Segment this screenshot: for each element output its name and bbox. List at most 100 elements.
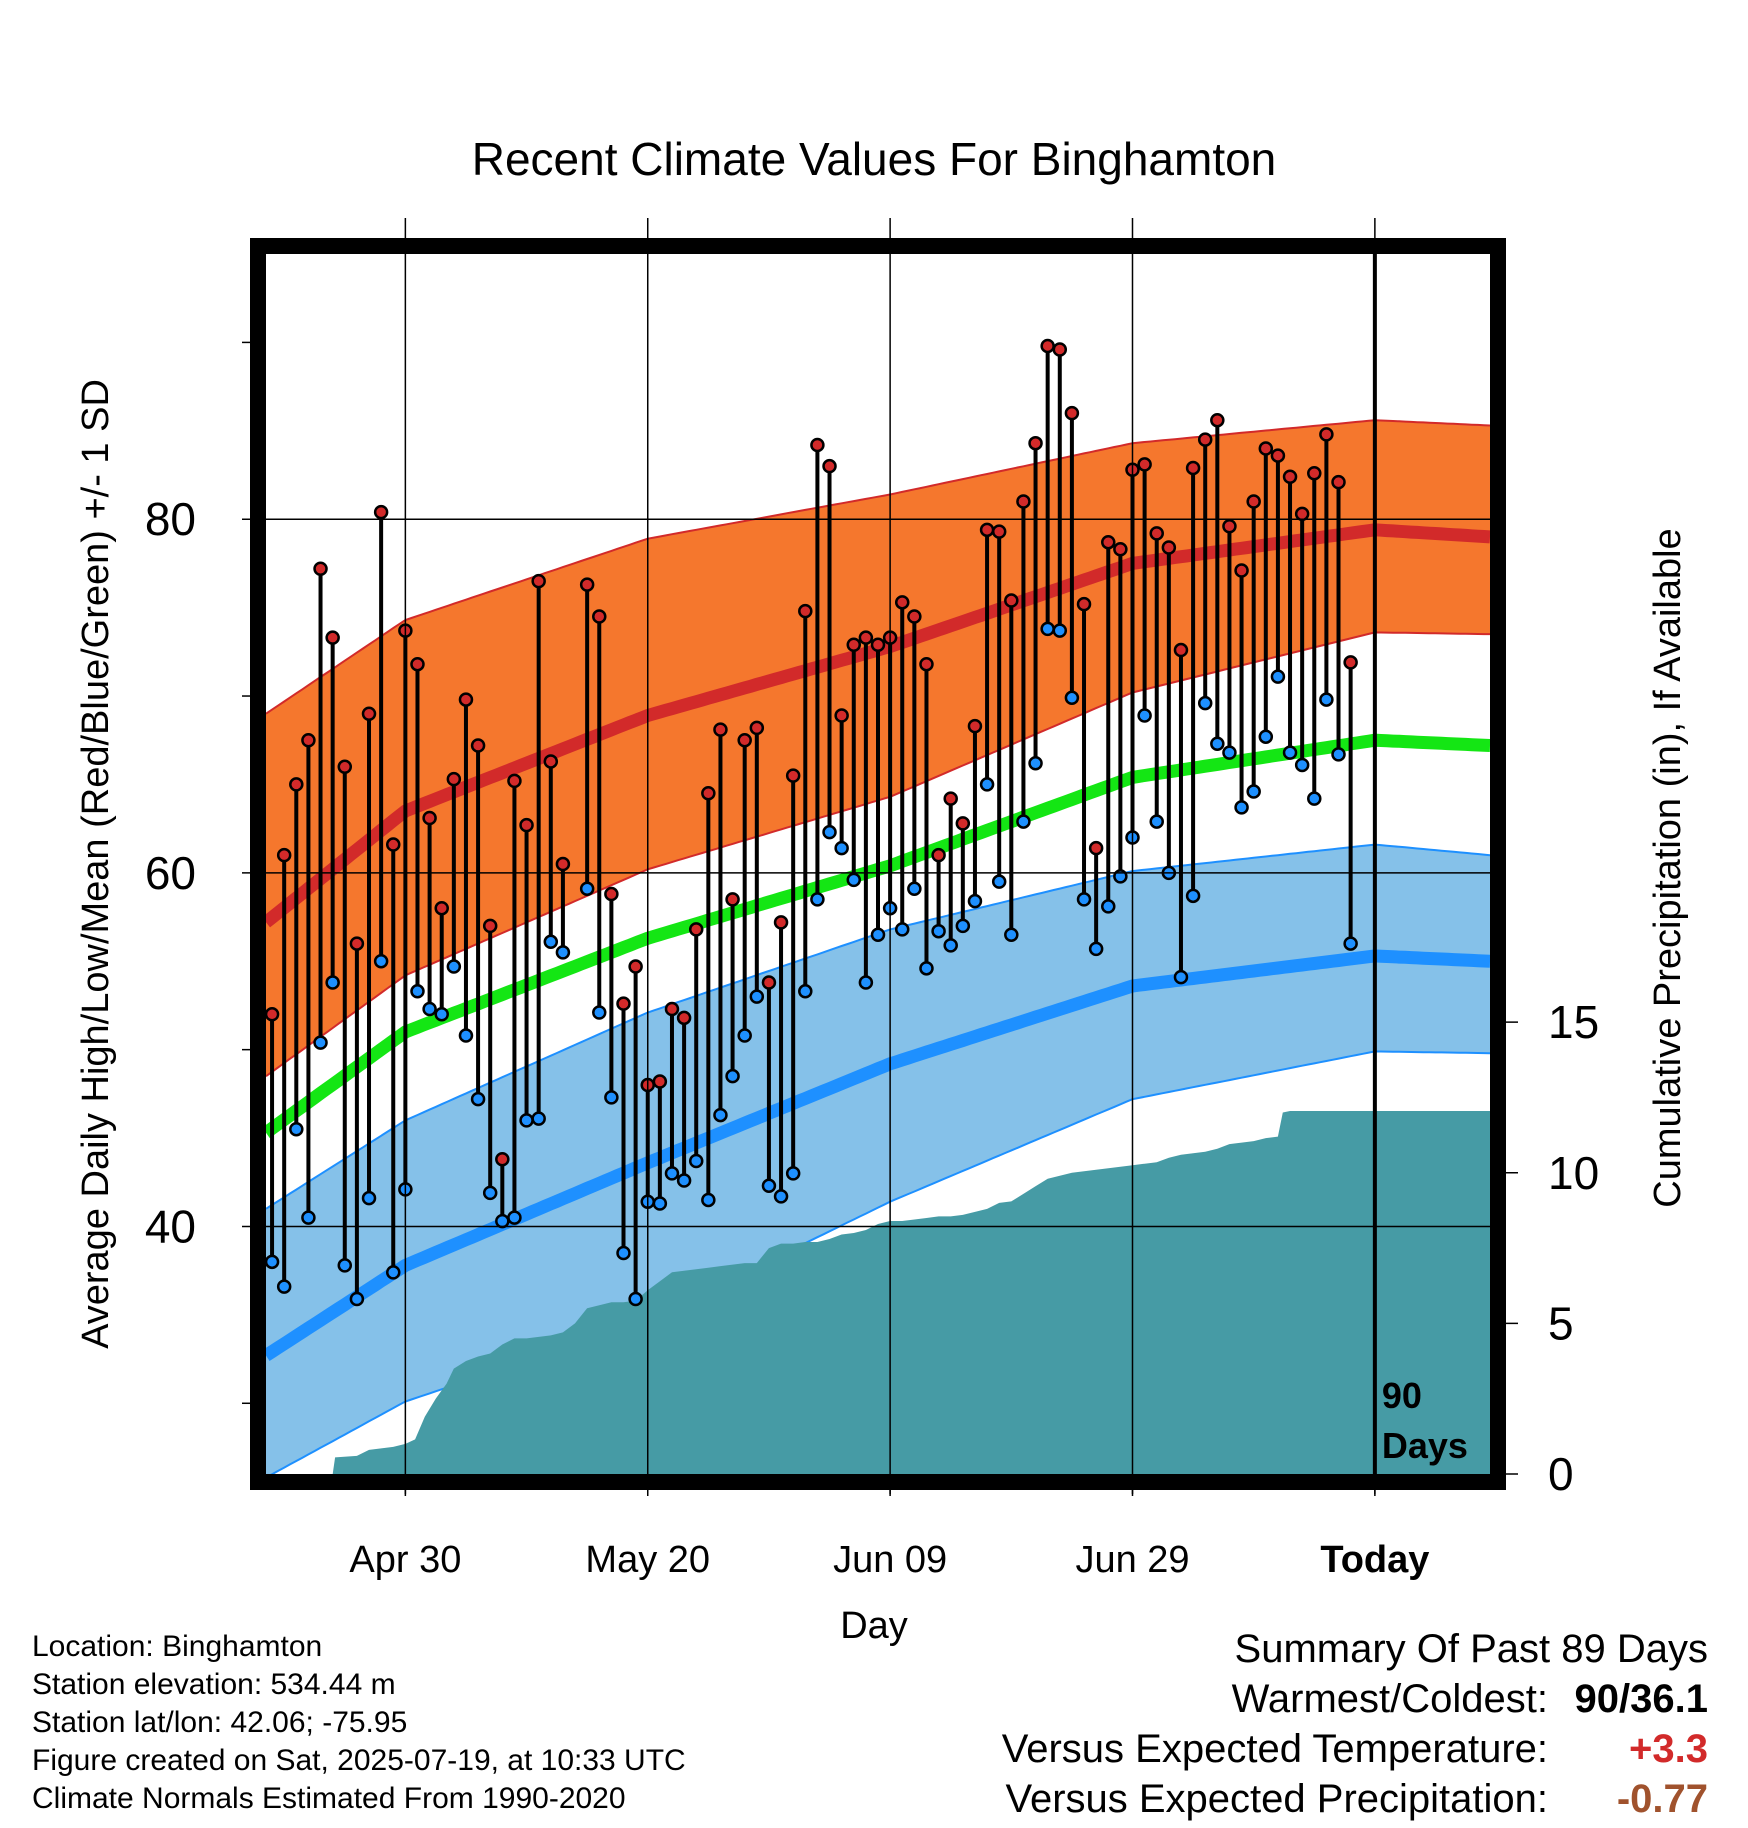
observed-high-point (1185, 460, 1201, 476)
observed-low-point (1137, 708, 1152, 723)
observed-high-point (652, 1074, 668, 1089)
observed-low-point (1028, 755, 1043, 771)
observed-high-point (834, 708, 849, 723)
observed-low-point (361, 1190, 377, 1206)
observed-low-point (1004, 927, 1019, 942)
observed-low-point (943, 938, 958, 953)
observed-low-point (543, 934, 559, 950)
station-info: Location: Binghamton Station elevation: … (32, 1628, 686, 1818)
warmest-label: Warmest/Coldest: (1231, 1677, 1548, 1721)
observed-low-point (592, 1005, 607, 1020)
observed-low-point (1222, 745, 1237, 760)
temp-value: +3.3 (1629, 1727, 1708, 1771)
x-tick-label: Apr 30 (349, 1539, 461, 1581)
observed-high-point (688, 922, 704, 937)
observed-low-point (1331, 747, 1346, 762)
observed-high-point (519, 817, 534, 833)
observed-high-point (907, 609, 922, 624)
observed-low-point (507, 1210, 522, 1225)
observed-low-point (616, 1245, 631, 1261)
observed-high-point (337, 759, 353, 775)
observed-low-point (991, 874, 1007, 889)
latlon-text: Station lat/lon: 42.06; -75.95 (32, 1706, 408, 1739)
observed-low-point (858, 975, 874, 990)
observed-low-point (434, 1007, 449, 1022)
observed-high-point (313, 561, 328, 576)
observed-high-point (798, 603, 813, 619)
observed-high-point (1331, 474, 1346, 490)
observed-high-point (931, 847, 946, 863)
observed-low-point (1088, 941, 1104, 957)
observed-high-point (1258, 441, 1274, 456)
observed-high-point (482, 918, 498, 934)
chart-title: Recent Climate Values For Binghamton (472, 133, 1277, 185)
observed-low-point (676, 1173, 692, 1188)
observed-high-point (943, 791, 958, 806)
observed-low-point (579, 881, 595, 897)
observed-high-point (676, 1010, 692, 1026)
summary-panel: Summary Of Past 89 Days Warmest/Coldest:… (1002, 1624, 1708, 1824)
observed-high-point (1004, 593, 1019, 608)
x-tick-label: Today (1320, 1539, 1429, 1581)
observed-high-point (1016, 494, 1031, 509)
observed-high-point (579, 577, 595, 592)
observed-low-point (1343, 936, 1358, 951)
observed-high-point (1210, 412, 1225, 428)
observed-high-point (301, 732, 316, 748)
observed-low-point (446, 959, 462, 974)
observed-low-point (458, 1028, 474, 1043)
observed-high-point (1307, 465, 1322, 481)
precipitation-area (266, 1111, 1490, 1474)
observed-high-point (858, 630, 874, 645)
observed-high-point (1113, 542, 1128, 557)
observed-high-point (628, 959, 643, 974)
observed-low-point (373, 953, 389, 969)
observed-low-point (1246, 784, 1261, 799)
observed-high-point (458, 692, 474, 707)
observed-high-point (1246, 494, 1261, 509)
observed-high-point (1173, 642, 1189, 658)
plot-area (266, 338, 1490, 1474)
y-axis-label: Average Daily High/Low/Mean (Red/Blue/Gr… (75, 379, 117, 1349)
observed-low-point (737, 1028, 752, 1043)
warmest-value: 90/36.1 (1574, 1677, 1708, 1721)
observed-high-point (555, 856, 571, 872)
observed-low-point (749, 989, 765, 1004)
observed-low-point (834, 840, 849, 856)
observed-low-point (846, 872, 862, 888)
observed-low-point (266, 1254, 280, 1270)
observed-low-point (555, 945, 571, 960)
observed-high-point (592, 609, 607, 624)
observed-high-point (1161, 540, 1177, 555)
observed-low-point (870, 927, 886, 942)
observed-high-point (822, 458, 837, 474)
observed-low-point (1149, 814, 1164, 829)
observed-low-point (810, 892, 825, 907)
observed-low-point (688, 1153, 704, 1169)
observed-high-point (1088, 840, 1104, 856)
observed-low-point (785, 1166, 801, 1181)
observed-low-point (1282, 745, 1298, 760)
y2-tick-label: 15 (1548, 996, 1599, 1048)
observed-high-point (1137, 457, 1152, 472)
observed-high-point (870, 637, 886, 653)
observed-high-point (604, 886, 619, 902)
observed-high-point (955, 816, 971, 831)
observed-high-point (495, 1152, 510, 1167)
observed-low-point (349, 1291, 365, 1307)
today-days-number: 90 (1382, 1375, 1422, 1416)
observed-low-point (628, 1291, 643, 1307)
observed-high-point (1028, 435, 1043, 451)
observed-high-point (725, 892, 740, 907)
observed-high-point (373, 504, 389, 520)
observed-low-point (1185, 888, 1201, 904)
created-text: Figure created on Sat, 2025-07-19, at 10… (32, 1744, 686, 1777)
observed-low-point (1064, 690, 1080, 706)
precip-value: -0.77 (1616, 1777, 1708, 1821)
observed-low-point (1270, 669, 1286, 684)
observed-low-point (967, 893, 983, 909)
observed-high-point (289, 777, 304, 792)
summary-warmest-row: Warmest/Coldest: 90/36.1 (1002, 1674, 1708, 1724)
observed-low-point (919, 961, 934, 976)
observed-high-point (446, 771, 462, 787)
